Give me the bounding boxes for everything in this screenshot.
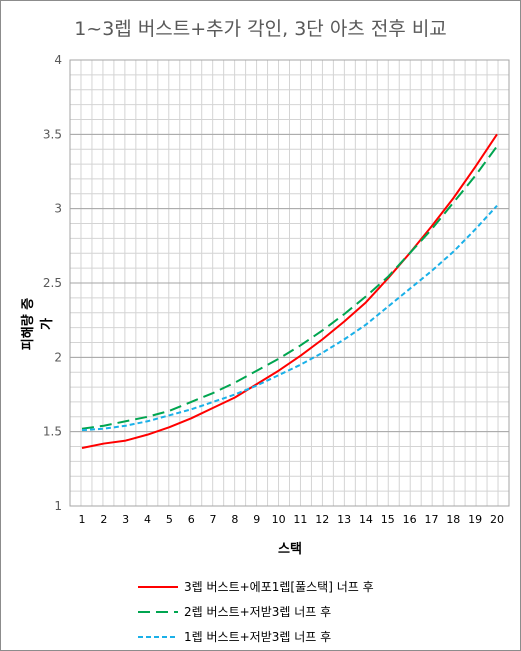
x-tick-label: 8 — [231, 513, 238, 526]
x-tick-label: 3 — [122, 513, 129, 526]
x-tick-label: 15 — [381, 513, 395, 526]
y-tick-label: 3.5 — [43, 127, 62, 141]
series-line — [81, 133, 498, 449]
plot-border — [69, 59, 510, 507]
legend-label: 1렙 버스트+저받3렙 너프 후 — [184, 630, 332, 644]
x-tick-label: 4 — [144, 513, 151, 526]
y-tick-label: 2.5 — [43, 276, 62, 290]
series-line — [81, 205, 498, 432]
x-tick-label: 13 — [337, 513, 351, 526]
x-tick-label: 14 — [359, 513, 373, 526]
legend-swatch — [138, 635, 178, 638]
x-tick-label: 10 — [272, 513, 286, 526]
legend: 3렙 버스트+에포1렙[풀스택] 너프 후 2렙 버스트+저받3렙 너프 후 1… — [138, 574, 374, 649]
legend-label: 3렙 버스트+에포1렙[풀스택] 너프 후 — [184, 580, 374, 594]
y-tick-label: 3 — [54, 202, 62, 216]
legend-label: 2렙 버스트+저받3렙 너프 후 — [184, 605, 332, 619]
legend-item: 2렙 버스트+저받3렙 너프 후 — [138, 599, 374, 624]
x-tick-label: 11 — [293, 513, 307, 526]
x-tick-label: 1 — [79, 513, 86, 526]
legend-item: 3렙 버스트+에포1렙[풀스택] 너프 후 — [138, 574, 374, 599]
x-tick-label: 7 — [210, 513, 217, 526]
x-tick-label: 18 — [446, 513, 460, 526]
y-tick-label: 1 — [54, 499, 62, 513]
x-axis-label: 스택 — [278, 542, 302, 557]
y-tick-label: 2 — [54, 350, 62, 364]
x-tick-label: 19 — [468, 513, 482, 526]
x-tick-label: 9 — [253, 513, 260, 526]
y-tick-label: 4 — [54, 53, 62, 67]
x-tick-label: 20 — [490, 513, 504, 526]
series-line — [81, 145, 498, 430]
x-tick-label: 5 — [166, 513, 173, 526]
legend-swatch — [138, 585, 178, 588]
y-tick-label: 1.5 — [43, 425, 62, 439]
x-tick-label: 2 — [100, 513, 107, 526]
legend-swatch — [138, 610, 178, 613]
x-tick-label: 12 — [315, 513, 329, 526]
x-tick-label: 16 — [403, 513, 417, 526]
chart-title: 1~3렙 버스트+추가 각인, 3단 아츠 전후 비교 — [74, 18, 447, 40]
x-tick-label: 17 — [424, 513, 438, 526]
legend-item: 1렙 버스트+저받3렙 너프 후 — [138, 624, 374, 649]
x-tick-label: 6 — [188, 513, 195, 526]
